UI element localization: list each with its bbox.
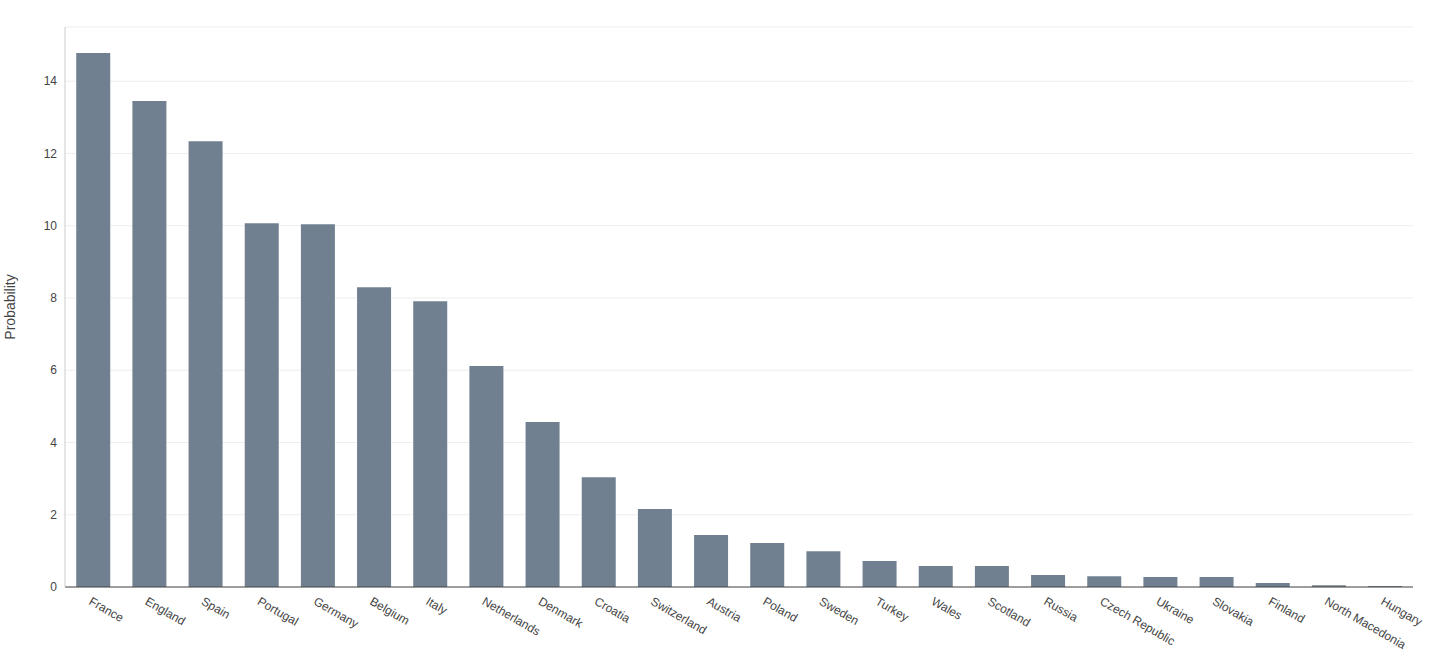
svg-text:Finland: Finland [1266,594,1307,626]
svg-text:Wales: Wales [929,594,964,623]
svg-text:Probability: Probability [8,274,18,339]
svg-text:Austria: Austria [704,594,744,625]
svg-text:Portugal: Portugal [255,594,301,628]
svg-text:Germany: Germany [311,594,361,631]
svg-text:Netherlands: Netherlands [480,594,543,638]
svg-text:North Macedonia: North Macedonia [1322,594,1409,652]
svg-text:10: 10 [44,219,58,233]
svg-text:Slovakia: Slovakia [1210,594,1257,629]
svg-text:Hungary: Hungary [1378,594,1424,629]
svg-text:Scotland: Scotland [985,594,1032,629]
svg-text:0: 0 [50,580,57,594]
svg-text:Poland: Poland [761,594,800,625]
svg-text:Turkey: Turkey [873,594,911,624]
svg-text:Sweden: Sweden [817,594,862,628]
svg-text:8: 8 [50,291,57,305]
svg-text:Italy: Italy [424,594,450,617]
svg-text:Denmark: Denmark [536,594,586,631]
svg-text:14: 14 [44,74,58,88]
svg-text:Czech Republic: Czech Republic [1097,594,1178,649]
svg-text:4: 4 [50,436,57,450]
svg-text:6: 6 [50,363,57,377]
svg-text:Switzerland: Switzerland [648,594,709,637]
svg-text:12: 12 [44,147,58,161]
svg-text:Russia: Russia [1041,594,1080,625]
svg-text:Belgium: Belgium [367,594,412,628]
svg-text:Ukraine: Ukraine [1154,594,1197,627]
svg-text:Spain: Spain [199,594,233,621]
svg-text:Croatia: Croatia [592,594,633,626]
svg-text:France: France [87,594,127,625]
svg-text:2: 2 [50,508,57,522]
svg-text:England: England [143,594,188,628]
